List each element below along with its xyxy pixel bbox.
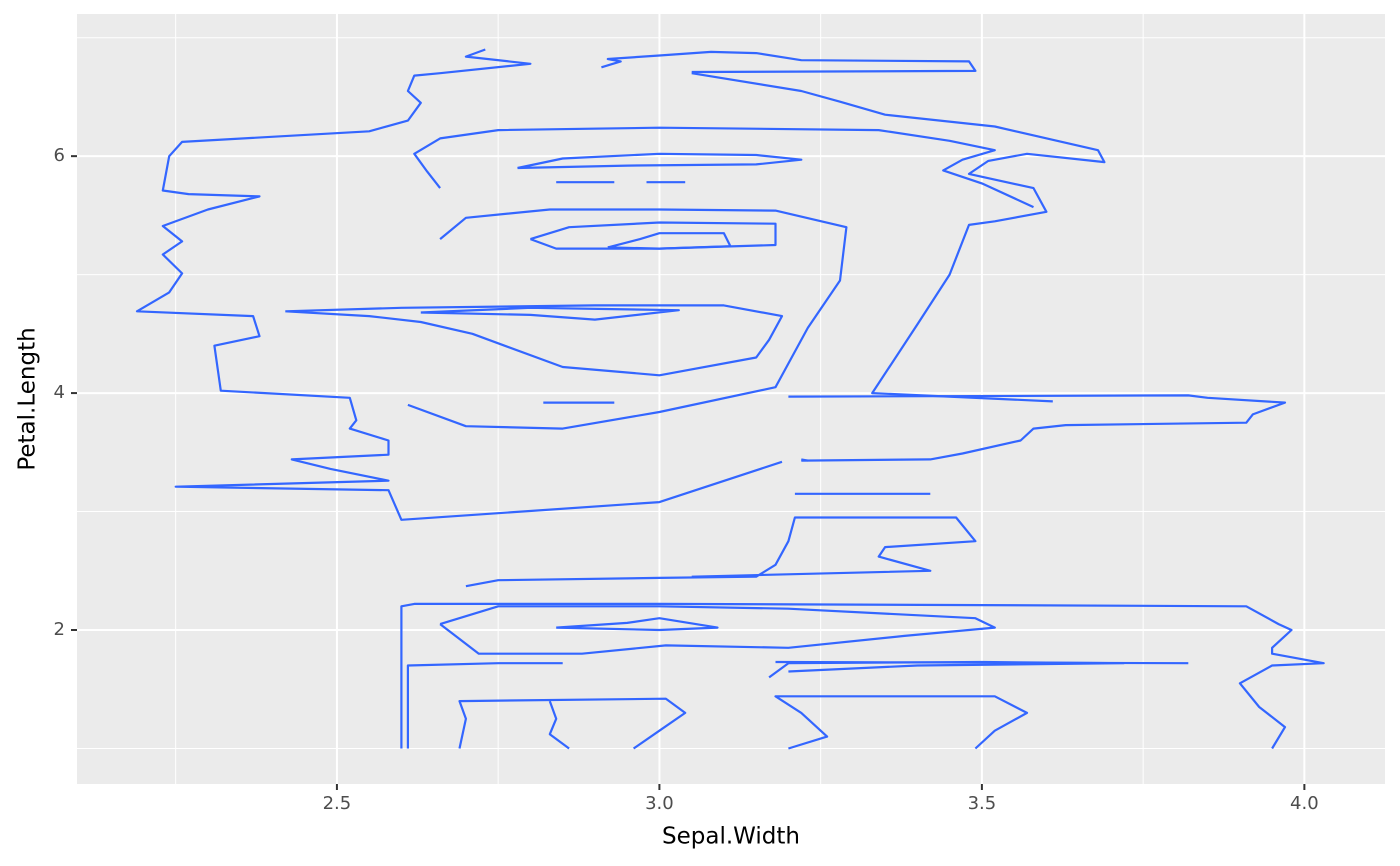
x-tick-label: 2.5 — [323, 793, 352, 814]
y-tick-label: 2 — [54, 619, 65, 640]
contour-line — [556, 617, 719, 632]
contour-line — [801, 458, 808, 462]
y-tick-label: 6 — [54, 145, 65, 166]
x-tick-label: 3.0 — [645, 793, 674, 814]
contour-line — [413, 126, 1034, 209]
contour-line — [439, 605, 996, 655]
x-tick-label: 3.5 — [968, 793, 997, 814]
contour-line — [285, 304, 784, 377]
contour-line — [407, 208, 848, 430]
contour-line — [400, 602, 1325, 750]
contour-line — [420, 306, 680, 321]
contour-line — [788, 394, 1287, 462]
contours — [135, 48, 1325, 750]
contour-line — [774, 695, 1029, 750]
contour-line — [406, 662, 563, 749]
contour-line — [517, 152, 803, 170]
x-tick-label: 4.0 — [1290, 793, 1319, 814]
contour-line — [458, 697, 687, 750]
y-axis-title: Petal.Length — [15, 327, 41, 470]
y-tick-label: 4 — [54, 382, 65, 403]
contour-line — [775, 660, 1189, 665]
contour-line — [465, 516, 977, 588]
contour-line — [691, 72, 1106, 403]
contour-line — [135, 48, 783, 521]
contour-line — [530, 221, 777, 250]
x-axis-title: Sepal.Width — [662, 824, 800, 850]
contour-line — [548, 700, 570, 750]
panel — [77, 14, 1385, 784]
contour-line — [601, 50, 977, 74]
